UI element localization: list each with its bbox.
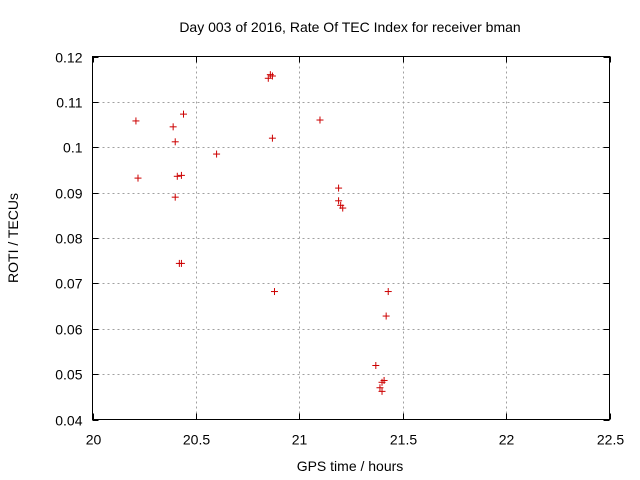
x-tick-label: 21.5 <box>390 432 417 448</box>
data-point <box>335 197 343 205</box>
y-tick-labels: 0.04 0.05 0.06 0.07 0.08 0.09 0.1 0.11 0.12 <box>55 50 82 429</box>
data-point <box>335 184 343 192</box>
data-point <box>339 204 347 212</box>
data-point <box>384 288 392 296</box>
x-tick-label: 21 <box>292 432 308 448</box>
data-point <box>268 134 276 142</box>
data-point <box>132 117 140 125</box>
data-point <box>264 74 272 82</box>
y-tick-label: 0.04 <box>55 413 82 429</box>
data-point <box>316 116 324 124</box>
x-tick-label: 22 <box>499 432 515 448</box>
x-tick-labels: 20 20.5 21 21.5 22 22.5 <box>86 432 625 448</box>
axis-ticks <box>92 56 611 421</box>
data-point <box>378 387 386 395</box>
data-point <box>372 362 380 370</box>
x-tick-label: 20.5 <box>183 432 210 448</box>
data-point <box>173 172 181 180</box>
data-point <box>171 193 179 201</box>
data-point <box>213 150 221 158</box>
y-tick-label: 0.05 <box>55 367 82 383</box>
y-tick-label: 0.07 <box>55 276 82 292</box>
chart-title: Day 003 of 2016, Rate Of TEC Index for r… <box>179 19 520 35</box>
data-point <box>382 312 390 320</box>
data-point <box>171 138 179 146</box>
y-tick-label: 0.12 <box>55 50 82 66</box>
y-axis-title: ROTI / TECUs <box>5 193 21 283</box>
data-point <box>134 174 142 182</box>
data-points <box>132 71 392 395</box>
y-tick-label: 0.08 <box>55 231 82 247</box>
data-point <box>376 384 384 392</box>
data-point <box>169 123 177 131</box>
data-point <box>270 288 278 296</box>
plot-frame <box>92 56 610 420</box>
data-point <box>177 171 185 179</box>
x-tick-label: 20 <box>86 432 102 448</box>
data-point <box>268 72 276 80</box>
data-point <box>380 376 388 384</box>
y-tick-label: 0.11 <box>56 95 82 111</box>
y-tick-label: 0.06 <box>55 322 82 338</box>
grid-lines <box>92 56 610 420</box>
y-tick-label: 0.09 <box>55 186 82 202</box>
y-tick-label: 0.1 <box>63 140 83 156</box>
data-point <box>179 110 187 118</box>
x-axis-title: GPS time / hours <box>297 458 404 474</box>
data-point <box>177 259 185 267</box>
x-tick-label: 22.5 <box>597 432 624 448</box>
